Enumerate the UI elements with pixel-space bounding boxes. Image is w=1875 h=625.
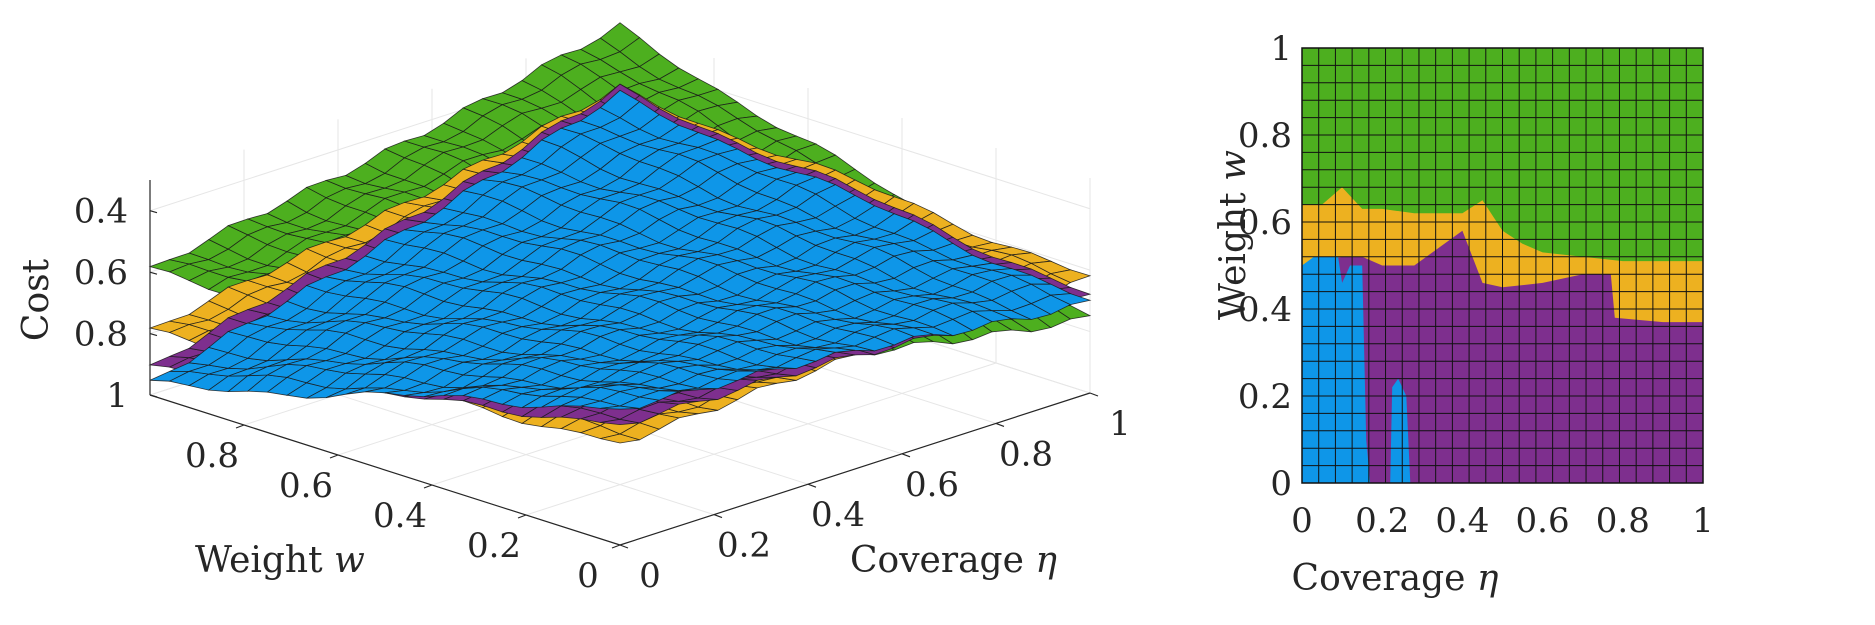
coverage-axis-line bbox=[619, 392, 1091, 546]
coverage-tick-mark bbox=[619, 544, 629, 549]
weight-tick-label: 0.4 bbox=[373, 496, 427, 536]
weight-tick-label: 0.8 bbox=[1238, 116, 1292, 156]
coverage-tick-label: 1 bbox=[1692, 501, 1714, 541]
cost-axis-label-3d: Cost bbox=[16, 258, 57, 341]
cost-tick-label: 0.8 bbox=[74, 315, 128, 355]
weight-tick-label: 0.2 bbox=[467, 526, 521, 566]
weight-tick-label: 0 bbox=[577, 556, 599, 596]
coverage-tick-label: 0 bbox=[639, 556, 661, 596]
grid-2d bbox=[1301, 47, 1704, 484]
surface-series bbox=[149, 89, 1092, 410]
grid-line bbox=[525, 362, 997, 516]
coverage-tick-label: 0.6 bbox=[905, 465, 959, 505]
cost-tick-label: 0.4 bbox=[74, 192, 128, 232]
coverage-tick-label: 1 bbox=[1109, 404, 1131, 444]
coverage-tick-label: 0.8 bbox=[999, 434, 1053, 474]
region-map-2d: 0 0.2 0.4 0.6 0.8 100.20.40.60.81 Coverage η … bbox=[1213, 29, 1714, 599]
coverage-tick-label: 0.8 bbox=[1596, 501, 1650, 541]
plot-frame bbox=[1301, 47, 1704, 484]
surface-patch bbox=[1049, 269, 1092, 283]
weight-tick-label: 0 bbox=[1270, 464, 1292, 504]
weight-tick-mark bbox=[517, 514, 527, 519]
coverage-tick-label: 0.2 bbox=[1355, 501, 1409, 541]
coverage-tick-mark bbox=[901, 453, 911, 458]
coverage-tick-mark bbox=[1089, 392, 1099, 397]
weight-axis-label-2d: Weight w bbox=[1213, 150, 1254, 320]
coverage-tick-mark bbox=[995, 422, 1005, 427]
cost-tick-mark bbox=[149, 271, 158, 275]
cost-tick-mark bbox=[149, 210, 158, 214]
weight-tick-mark bbox=[611, 544, 621, 549]
coverage-tick-label: 0 bbox=[1291, 501, 1313, 541]
weight-tick-label: 0.6 bbox=[1238, 203, 1292, 243]
coverage-tick-mark bbox=[713, 514, 723, 519]
cost-tick-mark bbox=[149, 332, 158, 337]
weight-tick-label: 0.4 bbox=[1238, 290, 1292, 330]
coverage-tick-label: 0.4 bbox=[1435, 501, 1489, 541]
cost-tick-label: 0.6 bbox=[74, 253, 128, 293]
cost-tick-label: 1 bbox=[106, 376, 128, 416]
weight-tick-label: 0.2 bbox=[1238, 377, 1292, 417]
surface-plot-3d: 0.4 0.6 0.8 1 0 0.2 0.4 0.6 0.8 0 0.2 0.4 0.6 0.8 1 We… bbox=[16, 22, 1131, 596]
coverage-tick-label: 0.2 bbox=[717, 526, 771, 566]
coverage-axis-label-3d: Coverage η bbox=[850, 540, 1057, 581]
weight-tick-label: 0.6 bbox=[279, 466, 333, 506]
coverage-axis-label-2d: Coverage η bbox=[1292, 558, 1499, 599]
weight-tick-mark bbox=[423, 484, 433, 489]
ticks-3d: 0.4 0.6 0.8 1 0 0.2 0.4 0.6 0.8 0 0.2 0.4 0.6 0.8 1 bbox=[74, 180, 1131, 596]
surface-patch bbox=[1049, 293, 1092, 306]
surfaces-3d bbox=[148, 22, 1092, 444]
weight-axis-label-3d: Weight w bbox=[195, 540, 365, 581]
weight-tick-mark bbox=[235, 424, 245, 429]
coverage-tick-mark bbox=[807, 483, 817, 488]
ticks-2d: 0 0.2 0.4 0.6 0.8 1 0 0.2 0.4 0.6 0.8 1 bbox=[1238, 29, 1714, 541]
coverage-tick-label: 0.6 bbox=[1516, 501, 1570, 541]
weight-tick-mark bbox=[329, 454, 339, 459]
weight-tick-label: 0.8 bbox=[185, 436, 239, 476]
cost-tick-mark bbox=[149, 394, 158, 398]
coverage-tick-label: 0.4 bbox=[811, 495, 865, 535]
weight-axis-line bbox=[149, 394, 621, 546]
region-fill bbox=[1302, 256, 1371, 483]
weight-tick-label: 1 bbox=[1270, 29, 1292, 69]
